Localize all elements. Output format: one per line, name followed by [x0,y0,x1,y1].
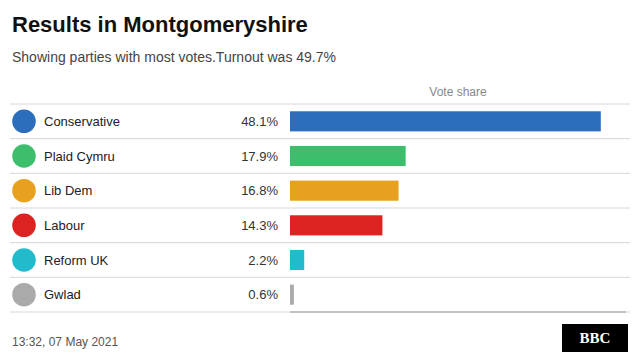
bar [290,181,399,201]
row-separator [10,242,630,243]
party-icon [12,179,36,203]
bar [290,215,382,235]
category-label: Plaid Cymru [44,149,115,164]
bars [290,111,601,304]
axis-line [290,312,626,313]
logo-text: BBC [580,330,611,346]
bar [290,250,304,270]
data-label: 0.6% [248,287,278,302]
logo-box [562,324,628,352]
subtitle: Showing parties with most votes.Turnout … [12,49,336,65]
data-label: 16.8% [241,183,278,198]
row-separator [10,173,630,174]
title: Results in Montgomeryshire [12,12,308,37]
party-icon [12,144,36,168]
row-separator [10,138,630,139]
axis-label: Vote share [429,85,487,99]
bar [290,285,294,305]
party-icon [12,110,36,134]
data-label: 48.1% [241,114,278,129]
party-icon [12,214,36,238]
bar [290,111,601,131]
party-icon [12,283,36,307]
party-icon [12,248,36,272]
category-label: Labour [44,218,85,233]
background [0,0,640,360]
category-label: Reform UK [44,253,109,268]
row-separator [10,104,630,105]
data-label: 17.9% [241,149,278,164]
category-label: Gwlad [44,287,81,302]
data-label: 2.2% [248,253,278,268]
row-separator [10,277,630,278]
footer: 13:32, 07 May 2021 [12,335,118,349]
row-separator [10,208,630,209]
data-label: 14.3% [241,218,278,233]
row-separator [10,312,630,313]
bar [290,146,406,166]
category-label: Lib Dem [44,183,92,198]
chart: Results in Montgomeryshire Showing partie… [0,0,640,360]
category-label: Conservative [44,114,120,129]
